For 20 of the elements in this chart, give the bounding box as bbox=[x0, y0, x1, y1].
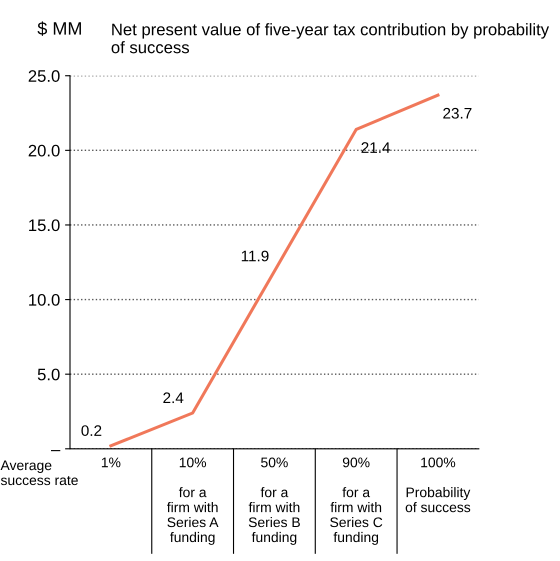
text: Average success rate bbox=[0, 460, 78, 486]
x-tick-label: 1% bbox=[102, 458, 120, 468]
y-axis-title: $ MM bbox=[37, 21, 81, 36]
data-label: 23.7 bbox=[443, 108, 472, 119]
y-tick-label: 25.0 bbox=[28, 70, 60, 82]
category-label: 100% Probability of success bbox=[406, 458, 470, 512]
data-label: 11.9 bbox=[242, 250, 269, 262]
line-series bbox=[109, 94, 440, 448]
data-label: 21.4 bbox=[362, 142, 390, 153]
y-tick-label: 15.0 bbox=[29, 219, 60, 232]
category-label: 10% for a firm with Series A funding bbox=[166, 458, 218, 545]
category-label: 50% for a firm with Series B funding bbox=[248, 458, 300, 545]
data-label: 0.2 bbox=[81, 425, 102, 436]
y-tick-label: 5.0 bbox=[38, 368, 60, 380]
y-tick-label: 20.0 bbox=[28, 144, 60, 157]
y-tick-label: – bbox=[51, 450, 60, 452]
data-label: 2.4 bbox=[163, 392, 184, 404]
category-label: 90% for a firm with Series C funding bbox=[330, 458, 382, 545]
y-tick-label: 10.0 bbox=[29, 294, 60, 306]
chart-title: Net present value of five-year tax contribution by probability of success bbox=[112, 23, 550, 54]
